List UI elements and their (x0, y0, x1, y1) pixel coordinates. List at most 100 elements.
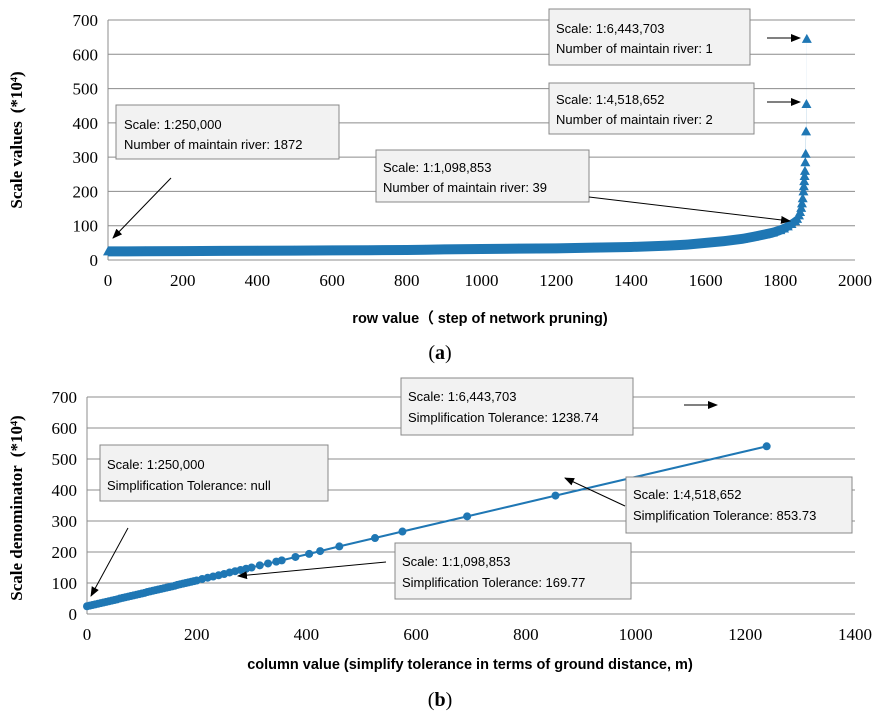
data-point (335, 542, 344, 551)
annotation-line: Scale: 1:1,098,853 (383, 160, 491, 175)
chart-a-caption: (a) (428, 342, 451, 364)
data-point (551, 243, 562, 253)
y-tick-label: 100 (73, 217, 99, 236)
data-point (327, 245, 338, 255)
annotation-line: Simplification Tolerance: 1238.74 (408, 410, 599, 425)
data-point (796, 198, 807, 208)
annotation-line: Number of maintain river: 2 (556, 112, 713, 127)
data-point (551, 491, 560, 500)
annotation-line: Simplification Tolerance: 169.77 (402, 575, 585, 590)
data-point (799, 165, 810, 175)
annotation-line: Scale: 1:4,518,652 (633, 487, 741, 502)
y-tick-label: 500 (73, 80, 99, 99)
data-point (797, 193, 808, 203)
chart-b-series (83, 442, 771, 611)
data-point (289, 245, 300, 255)
annotation-line: Number of maintain river: 1 (556, 41, 713, 56)
data-point (801, 126, 812, 136)
chart-b-y-tick-labels: 0 100 200 300 400 500 600 700 (52, 388, 78, 624)
x-tick-label: 200 (184, 625, 210, 644)
data-point (801, 33, 812, 43)
chart-b-caption: (b) (428, 689, 452, 711)
chart-a-series (103, 33, 812, 257)
data-point (799, 171, 810, 180)
x-tick-label: 600 (319, 271, 345, 290)
data-point (305, 549, 314, 558)
data-point (801, 99, 812, 108)
chart-a-arrow-1872 (112, 177, 172, 239)
annotation-line: Number of maintain river: 1872 (124, 137, 302, 152)
data-point (439, 244, 450, 254)
data-point (291, 552, 300, 561)
chart-b-annotation-250000: Scale: 1:250,000 Simplification Toleranc… (99, 444, 329, 502)
x-tick-label: 1000 (465, 271, 499, 290)
data-point (625, 241, 636, 251)
x-tick-label: 1200 (728, 625, 762, 644)
y-tick-label: 400 (73, 114, 99, 133)
x-tick-label: 2000 (838, 271, 872, 290)
annotation-line: Scale: 1:1,098,853 (402, 554, 510, 569)
chart-b-arrow-4518652 (564, 477, 626, 507)
y-tick-label: 700 (73, 11, 99, 30)
annotation-line: Scale: 1:6,443,703 (556, 21, 664, 36)
x-tick-label: 400 (294, 625, 320, 644)
chart-a-annotation-39: Scale: 1:1,098,853 Number of maintain ri… (375, 149, 590, 203)
y-tick-label: 600 (52, 419, 78, 438)
x-tick-label: 600 (403, 625, 429, 644)
data-point (420, 244, 431, 254)
data-point (177, 246, 188, 256)
annotation-line: Number of maintain river: 39 (383, 180, 547, 195)
y-tick-label: 200 (73, 182, 99, 201)
chart-b-y-axis-label: Scale denominator(*10⁴) (7, 415, 26, 600)
data-point (277, 556, 286, 565)
chart-b-annotation-4518652: Scale: 1:4,518,652 Simplification Tolera… (625, 476, 853, 534)
y-tick-label: 300 (73, 148, 99, 167)
x-tick-label: 1400 (614, 271, 648, 290)
data-point (401, 245, 412, 255)
data-point (799, 176, 810, 186)
x-tick-label: 200 (170, 271, 196, 290)
data-point (798, 181, 809, 191)
x-tick-label: 1600 (689, 271, 723, 290)
data-point (663, 240, 674, 250)
data-point (762, 442, 771, 451)
chart-a-arrow-39 (588, 196, 791, 224)
data-point (476, 244, 487, 254)
data-point (215, 245, 226, 255)
data-point (463, 512, 472, 521)
x-tick-label: 1800 (763, 271, 797, 290)
data-point (749, 231, 760, 241)
annotation-line: Scale: 1:250,000 (124, 117, 222, 132)
data-point (140, 246, 151, 256)
data-point (371, 534, 379, 543)
y-tick-label: 500 (52, 450, 78, 469)
chart-b-annotation-6443703: Scale: 1:6,443,703 Simplification Tolera… (400, 377, 634, 436)
chart-b-annotation-1098853: Scale: 1:1,098,853 Simplification Tolera… (394, 542, 632, 600)
data-point (252, 245, 263, 255)
data-point (513, 243, 524, 253)
chart-b-x-axis-label: column value (simplify tolerance in term… (247, 657, 693, 673)
y-tick-label: 700 (52, 388, 78, 407)
data-point (719, 236, 730, 246)
chart-a-x-axis-label: row value（ step of network pruning) (352, 309, 608, 327)
data-point (255, 561, 264, 570)
data-point (700, 237, 711, 247)
data-point (103, 246, 113, 256)
chart-b: 0 100 200 300 400 500 600 700 0 200 400 600 800 1000… (7, 377, 872, 711)
data-point (800, 157, 811, 167)
annotation-line: Scale: 1:4,518,652 (556, 92, 664, 107)
annotation-line: Scale: 1:250,000 (107, 457, 205, 472)
chart-a: 0 100 200 300 400 500 600 700 0 200 400 600 800 1000… (7, 8, 872, 364)
x-tick-label: 1400 (838, 625, 872, 644)
chart-b-x-tick-labels: 0 200 400 600 800 1000 1200 1400 (83, 625, 872, 644)
data-point (316, 547, 325, 556)
x-tick-label: 1000 (619, 625, 653, 644)
data-point (767, 227, 778, 237)
y-tick-label: 100 (52, 574, 78, 593)
y-tick-label: 200 (52, 543, 78, 562)
x-tick-label: 800 (513, 625, 539, 644)
chart-b-arrow-1098853 (237, 561, 387, 580)
data-point (800, 148, 811, 158)
annotation-line: Scale: 1:6,443,703 (408, 389, 516, 404)
y-tick-label: 0 (69, 605, 78, 624)
